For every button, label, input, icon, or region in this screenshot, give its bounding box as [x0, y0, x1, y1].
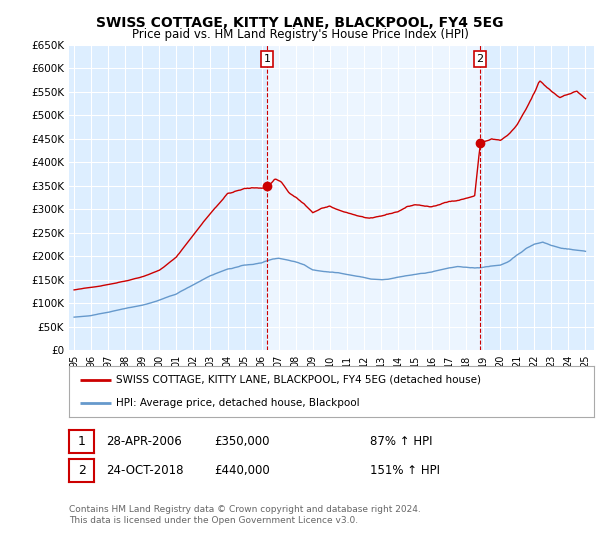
- Text: 1: 1: [263, 54, 271, 64]
- Text: £350,000: £350,000: [214, 435, 270, 448]
- Bar: [267, 45, 480, 350]
- Text: 2: 2: [476, 54, 484, 64]
- Text: 87% ↑ HPI: 87% ↑ HPI: [370, 435, 433, 448]
- Text: 2: 2: [77, 464, 86, 477]
- Text: 24-OCT-2018: 24-OCT-2018: [106, 464, 184, 477]
- Text: 1: 1: [77, 435, 86, 448]
- Text: Contains HM Land Registry data © Crown copyright and database right 2024.
This d: Contains HM Land Registry data © Crown c…: [69, 505, 421, 525]
- Text: £440,000: £440,000: [214, 464, 270, 477]
- Text: SWISS COTTAGE, KITTY LANE, BLACKPOOL, FY4 5EG (detached house): SWISS COTTAGE, KITTY LANE, BLACKPOOL, FY…: [116, 375, 481, 385]
- Text: HPI: Average price, detached house, Blackpool: HPI: Average price, detached house, Blac…: [116, 398, 360, 408]
- Text: 151% ↑ HPI: 151% ↑ HPI: [370, 464, 440, 477]
- Text: Price paid vs. HM Land Registry's House Price Index (HPI): Price paid vs. HM Land Registry's House …: [131, 28, 469, 41]
- Text: SWISS COTTAGE, KITTY LANE, BLACKPOOL, FY4 5EG: SWISS COTTAGE, KITTY LANE, BLACKPOOL, FY…: [96, 16, 504, 30]
- Text: 28-APR-2006: 28-APR-2006: [106, 435, 182, 448]
